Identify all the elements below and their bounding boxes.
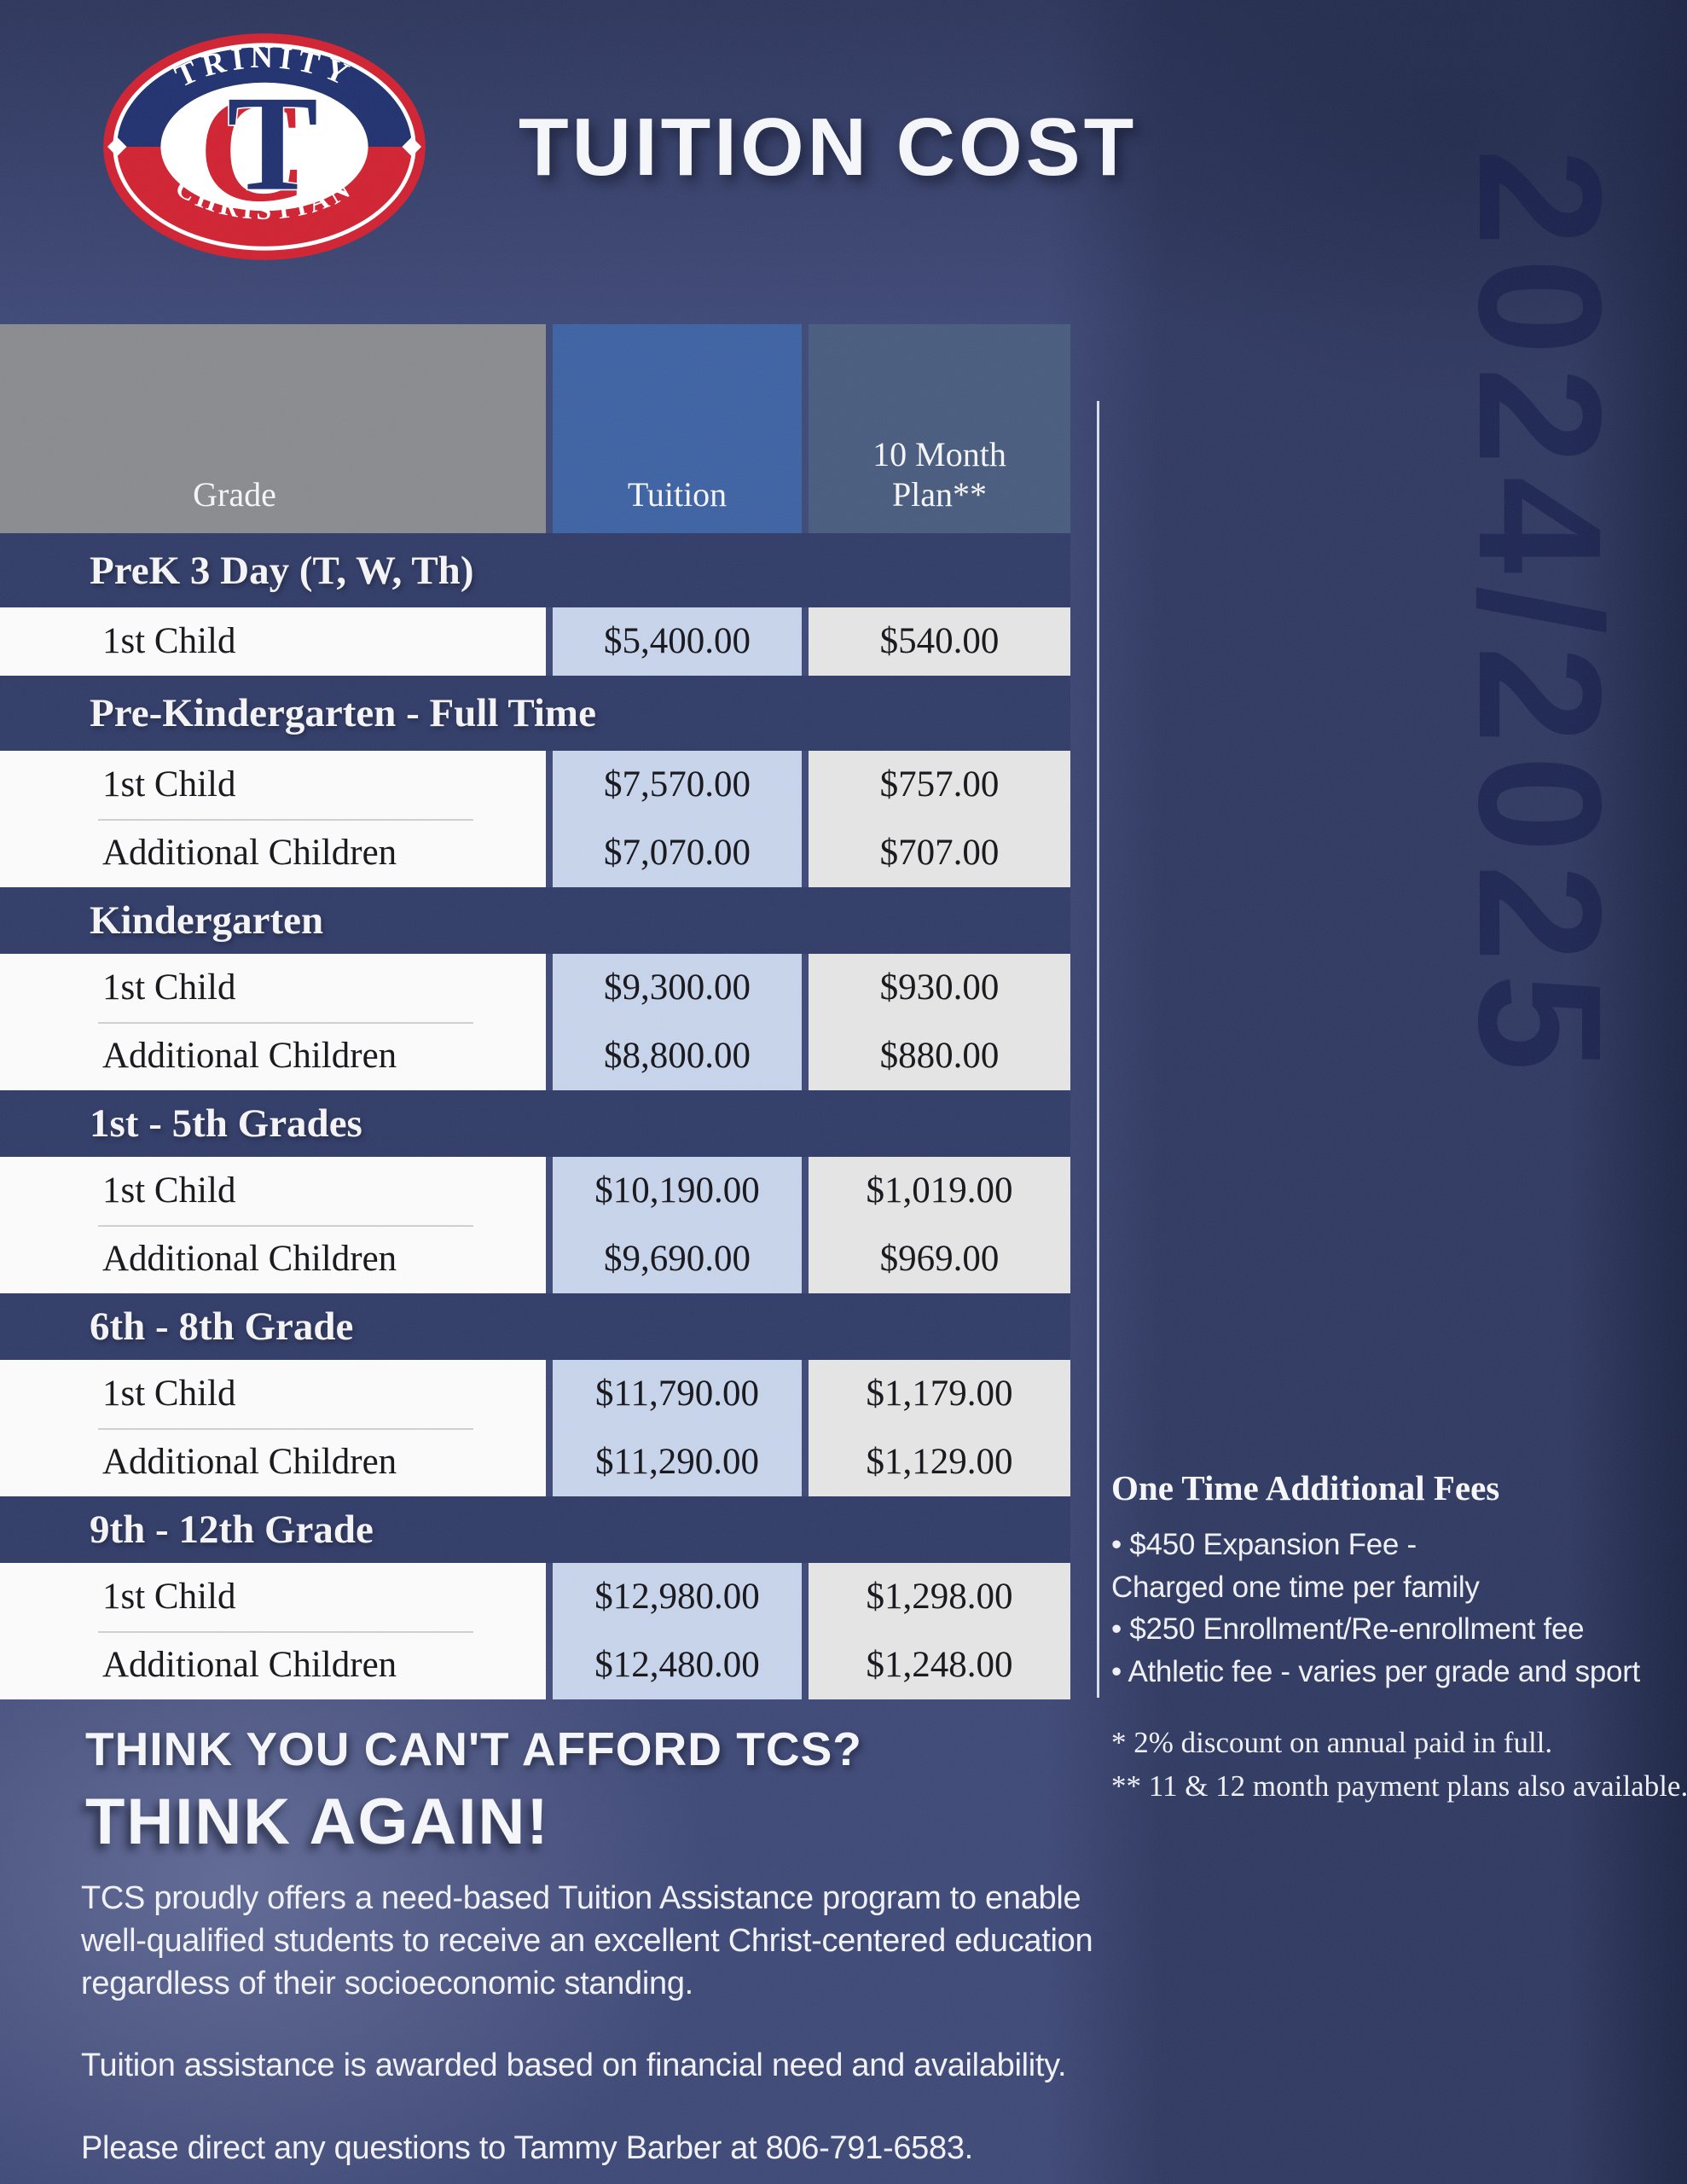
grade-header-label: Grade [193,474,276,514]
fee-line: • $450 Expansion Fee - [1111,1528,1417,1561]
year-watermark: 2024/2025 [1442,148,1638,1083]
tuition-header-label: Tuition [627,474,728,514]
section-rows: 1st Child $5,400.00 $540.00 [0,607,1070,676]
row-tuition-value: $5,400.00 [604,621,751,661]
row-plan-value: $1,248.00 [866,1645,1013,1685]
tuition-header-cell: Tuition [553,324,802,533]
fees-panel: One Time Additional Fees • $450 Expansio… [1111,1467,1683,1693]
row-label: Additional Children [102,1442,397,1482]
row-divider-hairline [98,1225,473,1227]
row-plan-value: $707.00 [879,833,1000,873]
footnotes: * 2% discount on annual paid in full. **… [1111,1722,1687,1809]
footnote-line: * 2% discount on annual paid in full. [1111,1726,1553,1759]
row-divider-hairline [98,819,473,821]
cta-heading: THINK YOU CAN'T AFFORD TCS? THINK AGAIN! [85,1722,862,1859]
section-title: 6th - 8th Grade [90,1304,354,1349]
section-title-band: Pre-Kindergarten - Full Time [0,676,1070,751]
row-tuition-value: $8,800.00 [604,1036,751,1076]
cta-heading-line2: THINK AGAIN! [85,1786,550,1858]
section-title: Kindergarten [90,898,324,943]
row-divider-hairline [98,1022,473,1024]
row-tuition-value: $12,480.00 [594,1645,760,1685]
table-header-row: Grade Tuition 10 Month Plan** [0,324,1070,533]
table-right-divider [1097,401,1099,1698]
row-plan-value: $969.00 [879,1239,1000,1279]
section-title: 9th - 12th Grade [90,1507,374,1552]
row-tuition-value: $9,690.00 [604,1239,751,1279]
row-tuition-value: $9,300.00 [604,967,751,1008]
section-title-band: 6th - 8th Grade [0,1293,1070,1360]
fee-line: Charged one time per family [1111,1570,1480,1604]
page-title: TUITION COST [519,102,1138,193]
paragraph-contact: Please direct any questions to Tammy Bar… [81,2129,973,2166]
row-label: 1st Child [102,967,236,1008]
row-plan-value: $1,129.00 [866,1442,1013,1482]
row-plan-value: $1,019.00 [866,1170,1013,1211]
plan-header-cell: 10 Month Plan** [809,324,1070,533]
row-label: Additional Children [102,1036,397,1076]
row-tuition-value: $7,570.00 [604,764,751,804]
section-title-band: PreK 3 Day (T, W, Th) [0,533,1070,607]
row-tuition-value: $11,290.00 [595,1442,759,1482]
row-divider-hairline [98,1428,473,1430]
row-label: Additional Children [102,1239,397,1279]
body-copy: TCS proudly offers a need-based Tuition … [81,1877,1096,2184]
row-tuition-value: $11,790.00 [595,1374,759,1414]
fee-line: • Athletic fee - varies per grade and sp… [1111,1655,1640,1689]
section-title-band: Kindergarten [0,887,1070,954]
row-label: Additional Children [102,1645,397,1685]
paragraph-assistance-program: TCS proudly offers a need-based Tuition … [81,1880,1093,2002]
tuition-table: Grade Tuition 10 Month Plan** PreK 3 Day… [0,324,1070,1699]
row-label: 1st Child [102,1170,236,1211]
row-label: 1st Child [102,1374,236,1414]
row-plan-value: $880.00 [879,1036,1000,1076]
row-tuition-value: $12,980.00 [594,1577,760,1617]
section-rows: 1st Child Additional Children $10,190.00… [0,1157,1070,1293]
section-title-band: 1st - 5th Grades [0,1090,1070,1157]
row-plan-value: $757.00 [879,764,1000,804]
row-tuition-value: $7,070.00 [604,833,751,873]
grade-header-cell: Grade [0,324,546,533]
plan-header-label: 10 Month Plan** [872,434,1006,514]
trinity-christian-logo: TRINITY CHRISTIAN C T [103,33,426,260]
fee-line: • $250 Enrollment/Re-enrollment fee [1111,1612,1585,1647]
row-plan-value: $1,298.00 [866,1577,1013,1617]
row-label: 1st Child [102,621,236,661]
row-tuition-value: $10,190.00 [594,1170,760,1211]
section-rows: 1st Child Additional Children $7,570.00 … [0,751,1070,887]
section-title-band: 9th - 12th Grade [0,1496,1070,1563]
section-title: Pre-Kindergarten - Full Time [90,691,596,735]
fees-heading: One Time Additional Fees [1111,1468,1500,1507]
footnote-line: ** 11 & 12 month payment plans also avai… [1111,1769,1687,1803]
row-plan-value: $1,179.00 [866,1374,1013,1414]
row-plan-value: $540.00 [879,621,1000,661]
row-label: 1st Child [102,764,236,804]
section-title: 1st - 5th Grades [90,1101,362,1146]
row-label: Additional Children [102,833,397,873]
paragraph-award-basis: Tuition assistance is awarded based on f… [81,2048,1067,2084]
section-rows: 1st Child Additional Children $12,980.00… [0,1563,1070,1699]
row-plan-value: $930.00 [879,967,1000,1008]
cta-heading-line1: THINK YOU CAN'T AFFORD TCS? [85,1722,862,1775]
section-title: PreK 3 Day (T, W, Th) [90,548,474,593]
row-divider-hairline [98,1631,473,1633]
row-label: 1st Child [102,1577,236,1617]
section-rows: 1st Child Additional Children $11,790.00… [0,1360,1070,1496]
section-rows: 1st Child Additional Children $9,300.00 … [0,954,1070,1090]
logo-monogram-t: T [227,67,318,219]
